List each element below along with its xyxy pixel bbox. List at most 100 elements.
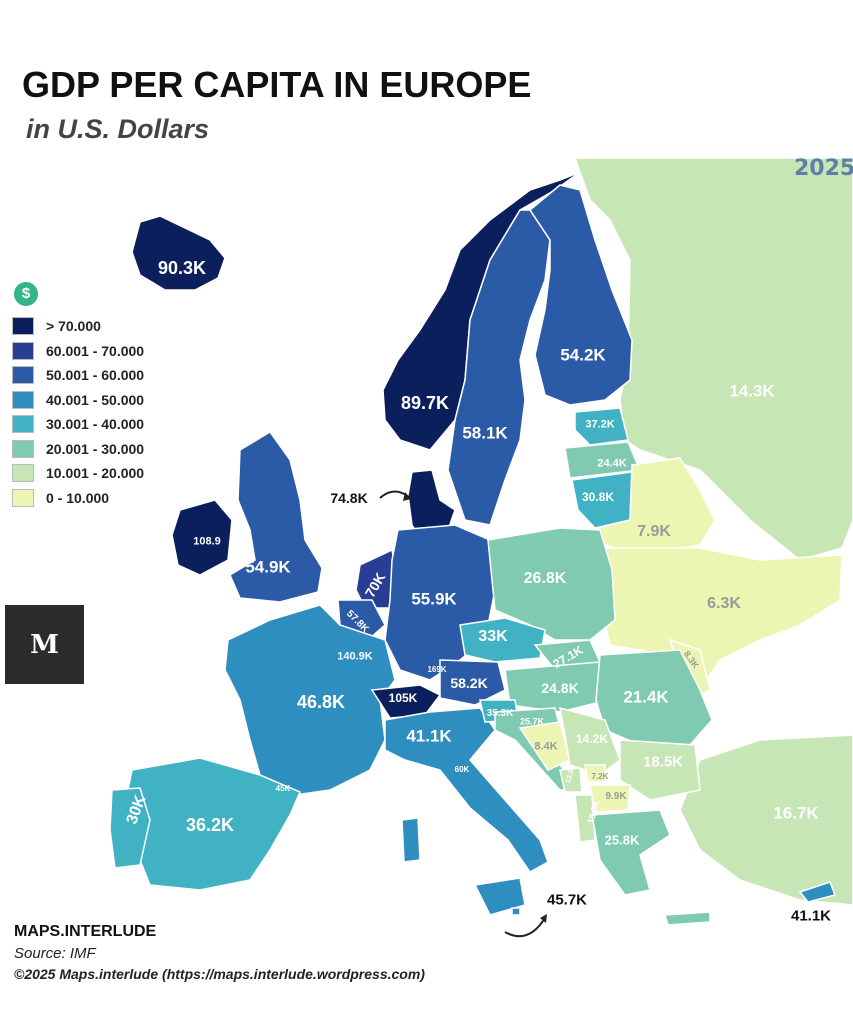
region-ireland <box>171 499 233 576</box>
region-crete <box>664 911 711 926</box>
region-label-luxembourg: 140.9K <box>337 650 373 663</box>
region-france <box>224 604 396 796</box>
region-albania <box>574 794 596 843</box>
region-label-ireland: 108.9 <box>193 535 221 548</box>
region-label-serbia: 14.2K <box>575 732 609 746</box>
region-bulgaria <box>619 739 701 801</box>
legend-swatch <box>12 464 34 483</box>
legend-item: 0 - 10.000 <box>12 486 192 511</box>
legend-item: 20.001 - 30.000 <box>12 437 192 462</box>
legend-swatch <box>12 488 34 507</box>
legend-item: 60.001 - 70.000 <box>12 339 192 364</box>
malta-arrowhead-icon <box>540 914 547 923</box>
region-finland <box>529 184 633 406</box>
region-label-greece: 25.8K <box>604 832 640 848</box>
region-turkey <box>679 734 853 906</box>
region-label-cyprus: 41.1K <box>790 907 832 925</box>
legend-item: 10.001 - 20.000 <box>12 461 192 486</box>
region-label-hungary: 24.8K <box>541 680 579 696</box>
dollar-icon: $ <box>14 282 38 306</box>
region-label-kosovo: 7.2K <box>591 772 609 781</box>
region-sardinia <box>401 817 421 863</box>
credits: MAPS.INTERLUDE Source: IMF ©2025 Maps.in… <box>14 923 425 982</box>
legend-items: > 70.000 60.001 - 70.000 50.001 - 60.000 40… <box>12 314 192 510</box>
region-label-lithuania: 30.8K <box>581 490 615 504</box>
region-label-slovenia: 35.3K <box>486 708 514 719</box>
region-label-ukraine: 6.3K <box>707 595 741 612</box>
region-kosovo <box>584 764 606 783</box>
legend-swatch <box>12 439 34 458</box>
region-label-denmark: 74.8K <box>330 490 368 506</box>
legend-item: 50.001 - 60.000 <box>12 363 192 388</box>
region-label-finland: 54.2K <box>560 345 606 365</box>
region-label-latvia: 24.4K <box>597 457 627 470</box>
region-sicily <box>473 877 526 916</box>
copyright-text: ©2025 Maps.interlude (https://maps.inter… <box>14 966 425 982</box>
region-label-north-macedonia: 9.9K <box>605 791 627 802</box>
region-label-germany: 55.9K <box>411 589 457 609</box>
logo-text: M <box>30 629 59 660</box>
legend-label: 10.001 - 20.000 <box>46 465 145 482</box>
region-label-monaco: 45K <box>275 784 291 793</box>
legend-swatch <box>12 317 34 336</box>
page-subtitle: in U.S. Dollars <box>26 114 210 144</box>
region-label-poland: 26.8K <box>523 570 567 587</box>
region-label-belarus: 7.9K <box>637 523 671 540</box>
region-cyprus <box>798 881 837 903</box>
legend-label: 40.001 - 50.000 <box>46 391 145 408</box>
legend-label: 20.001 - 30.000 <box>46 440 145 457</box>
region-iceland <box>131 215 226 291</box>
region-label-san-marino: 60K <box>454 765 470 774</box>
region-label-italy: 41.1K <box>406 726 452 746</box>
region-label-austria: 58.2K <box>450 675 488 691</box>
region-north-macedonia <box>589 784 631 813</box>
legend-swatch <box>12 415 34 434</box>
legend-label: 30.001 - 40.000 <box>46 416 145 433</box>
region-switzerland <box>370 684 442 719</box>
legend-item: > 70.000 <box>12 314 192 339</box>
region-label-spain: 36.2K <box>185 815 235 835</box>
legend-item: 30.001 - 40.000 <box>12 412 192 437</box>
legend: $ > 70.000 60.001 - 70.000 50.001 - 60.000… <box>12 282 192 510</box>
year-badge: 2025 <box>794 156 853 181</box>
region-label-united-kingdom: 54.9K <box>245 557 291 577</box>
page-title: GDP PER CAPITA IN EUROPE <box>22 64 532 105</box>
legend-swatch <box>12 366 34 385</box>
region-greece <box>591 809 671 896</box>
region-label-turkey: 16.7K <box>773 803 819 823</box>
region-label-switzerland: 105K <box>388 691 418 705</box>
region-label-bulgaria: 18.5K <box>642 753 684 771</box>
legend-label: 50.001 - 60.000 <box>46 367 145 384</box>
region-russia <box>573 157 853 561</box>
legend-item: 40.001 - 50.000 <box>12 388 192 413</box>
region-montenegro <box>559 767 583 793</box>
legend-label: 60.001 - 70.000 <box>46 342 145 359</box>
source-text: Source: IMF <box>14 945 96 962</box>
region-label-malta: 45.7K <box>546 891 588 909</box>
region-estonia <box>574 407 629 446</box>
region-label-sweden: 58.1K <box>462 423 508 443</box>
legend-swatch <box>12 390 34 409</box>
denmark-arrowhead-icon <box>403 492 411 501</box>
region-portugal <box>109 787 151 869</box>
region-label-france: 46.8K <box>296 692 346 712</box>
region-label-liechtenstein: 169K <box>427 665 447 674</box>
region-malta <box>511 907 521 916</box>
region-label-czechia: 33K <box>478 628 508 645</box>
region-label-romania: 21.4K <box>623 687 669 707</box>
region-label-croatia: 25.7K <box>519 716 545 727</box>
brand-name: MAPS.INTERLUDE <box>14 923 157 940</box>
region-austria <box>439 659 506 706</box>
legend-label: 0 - 10.000 <box>46 489 110 506</box>
region-label-bosnia-and-herzegovina: 8.4K <box>534 740 558 753</box>
region-hungary <box>504 661 609 713</box>
region-label-estonia: 37.2K <box>585 418 615 431</box>
malta-arrow-icon <box>504 917 546 938</box>
logo: M <box>5 605 84 684</box>
region-label-norway: 89.7K <box>400 393 450 413</box>
region-label-russia: 14.3K <box>729 381 775 401</box>
region-uk <box>229 431 323 603</box>
legend-swatch <box>12 341 34 360</box>
legend-label: > 70.000 <box>46 318 101 335</box>
